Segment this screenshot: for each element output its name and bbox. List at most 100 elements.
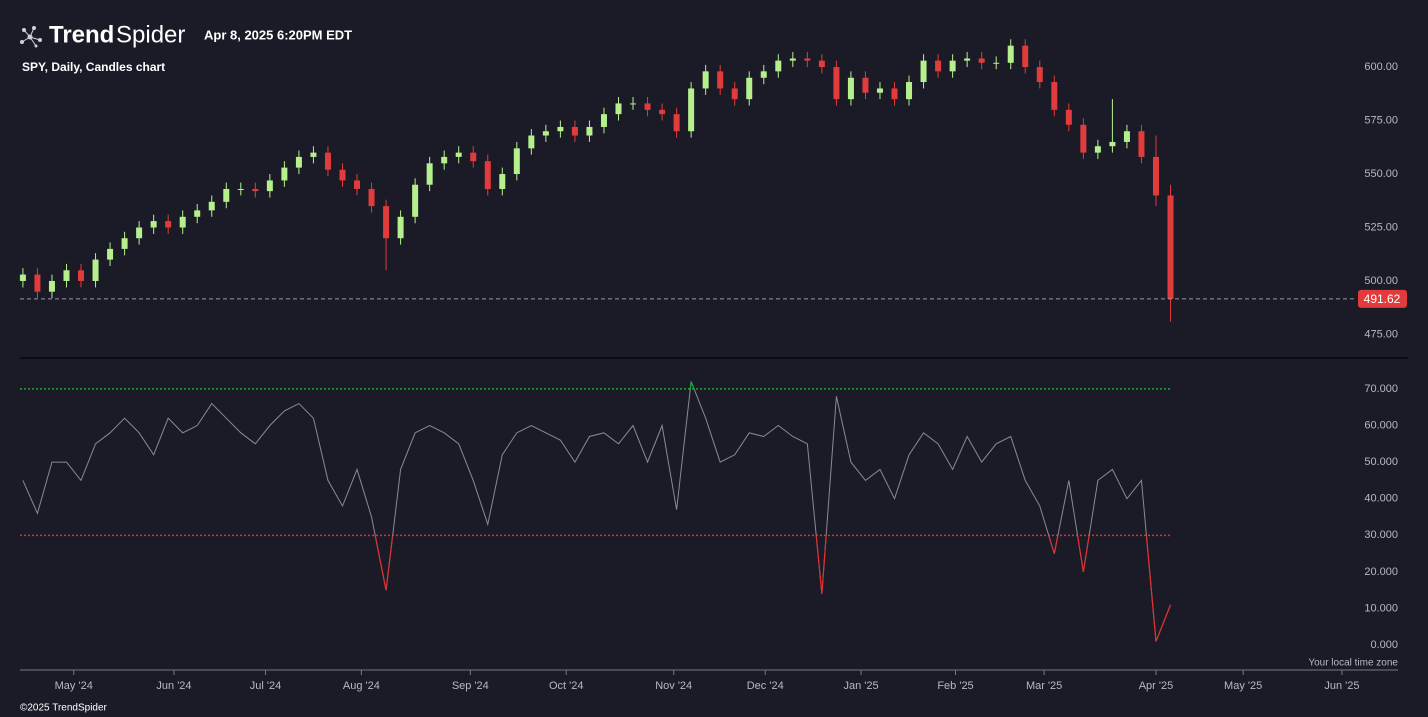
candle-body (383, 206, 390, 239)
y-tick-label: 525.00 (1364, 221, 1398, 233)
x-tick-label: Dec '24 (747, 680, 784, 692)
brand: Spider (116, 21, 185, 48)
candle-body (354, 180, 361, 189)
candle-body (920, 60, 927, 83)
brand-bold: Trend (49, 21, 114, 48)
candle-body (150, 221, 157, 228)
x-tick-label: May '25 (1224, 680, 1262, 692)
x-tick-label: Mar '25 (1026, 680, 1062, 692)
candle-body (978, 58, 985, 63)
y-tick-label: 20.000 (1364, 566, 1398, 578)
x-tick-label: Feb '25 (937, 680, 973, 692)
candle-body (513, 148, 520, 175)
candle-body (964, 58, 971, 61)
candle-body (1123, 131, 1130, 142)
candle-body (528, 135, 535, 149)
candle-body (63, 270, 70, 281)
candle-body (179, 216, 186, 228)
candle-body (165, 221, 172, 228)
last-price-label: 491.62 (1364, 292, 1401, 306)
y-tick-label: 575.00 (1364, 114, 1398, 126)
candle-body (121, 238, 128, 249)
candle-body (194, 210, 201, 217)
candle-body (600, 114, 607, 127)
candle-body (557, 126, 564, 132)
candle-body (644, 103, 651, 110)
candle-body (717, 71, 724, 89)
x-tick-label: Oct '24 (549, 680, 584, 692)
candle-body (1138, 131, 1145, 157)
candle-body (412, 184, 419, 217)
candle-body (1080, 124, 1087, 153)
candle-body (542, 131, 549, 136)
y-tick-label: 70.000 (1364, 383, 1398, 395)
candle-body (136, 227, 143, 239)
copyright: ©2025 TrendSpider (20, 703, 108, 714)
candle-body (847, 77, 854, 100)
candle-body (760, 71, 767, 78)
candle-body (1022, 45, 1029, 68)
candle-body (615, 103, 622, 115)
candle-body (891, 88, 898, 100)
timestamp: Apr 8, 2025 6:20PM EDT (204, 27, 352, 42)
y-tick-label: 10.000 (1364, 602, 1398, 614)
candle-body (484, 161, 491, 189)
candle-body (368, 189, 375, 207)
candle-body (949, 60, 956, 72)
oscillator-line (22, 381, 1171, 642)
candle-body (1109, 141, 1116, 147)
candle-body (1167, 195, 1174, 299)
candle-body (993, 62, 1000, 64)
candle-body (223, 189, 230, 202)
chart-title: SPY, Daily, Candles chart (22, 60, 165, 74)
candle-body (1007, 45, 1014, 63)
candle-body (688, 88, 695, 132)
x-tick-label: Sep '24 (452, 680, 489, 692)
candle-body (1036, 67, 1043, 83)
x-tick-label: Jun '25 (1324, 680, 1359, 692)
candle-body (876, 88, 883, 93)
candle-body (906, 82, 913, 100)
candle-body (19, 274, 26, 281)
candle-body (818, 60, 825, 68)
last-price-badge (1358, 289, 1407, 308)
candle-body (252, 189, 259, 192)
candle-body (731, 88, 738, 100)
candle-body (673, 114, 680, 132)
candle-body (441, 156, 448, 164)
candle-body (34, 274, 41, 292)
candle-body (455, 152, 462, 157)
y-tick-label: 550.00 (1364, 168, 1398, 180)
candle-body (571, 126, 578, 136)
y-tick-label: 0.000 (1370, 639, 1398, 651)
candle-body (310, 152, 317, 157)
candle-body (1065, 109, 1072, 125)
candle-body (935, 60, 942, 72)
x-tick-label: Nov '24 (655, 680, 692, 692)
candle-body (1094, 146, 1101, 153)
y-tick-label: 40.000 (1364, 493, 1398, 505)
y-tick-label: 60.000 (1364, 419, 1398, 431)
candle-body (630, 103, 637, 105)
y-tick-label: 30.000 (1364, 529, 1398, 541)
candle-body (833, 67, 840, 100)
candle-body (281, 167, 288, 181)
candle-body (586, 126, 593, 136)
candle-body (92, 259, 99, 281)
candle-body (237, 189, 244, 190)
x-tick-label: Apr '25 (1139, 680, 1174, 692)
candle-body (208, 201, 215, 211)
candle-body (107, 248, 114, 260)
candle-body (266, 180, 273, 192)
candle-body (295, 156, 302, 168)
x-tick-label: Jan '25 (844, 680, 879, 692)
candle-body (659, 109, 666, 115)
candle-body (862, 77, 869, 93)
logo-icon (20, 26, 42, 48)
y-tick-label: 600.00 (1364, 61, 1398, 73)
x-tick-label: May '24 (55, 680, 93, 692)
x-tick-label: Aug '24 (343, 680, 380, 692)
time-zone-note: Your local time zone (1308, 658, 1398, 669)
